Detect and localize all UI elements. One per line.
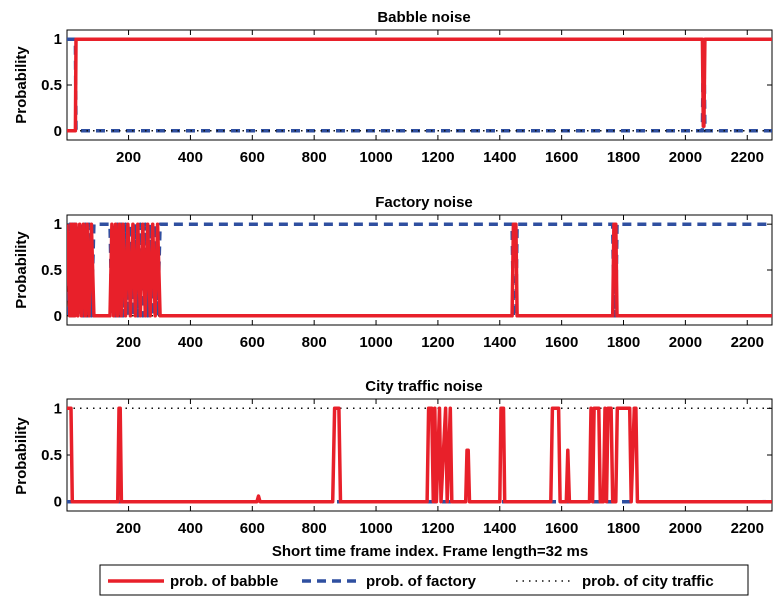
x-tick-label: 2200 — [731, 149, 764, 166]
city-traffic-noise-title: City traffic noise — [365, 378, 483, 395]
factory-noise-panel: Factory noise Probability 200 400 600 800 10… — [13, 194, 773, 351]
x-tick-label: 1000 — [359, 149, 392, 166]
legend-city-label: prob. of city traffic — [582, 573, 714, 590]
y-tick-label: 0 — [54, 308, 62, 325]
legend-babble-label: prob. of babble — [170, 573, 278, 590]
x-tick-label: 1800 — [607, 520, 640, 537]
y-tick-label: 0 — [54, 123, 62, 140]
y-tick-label: 0.5 — [41, 77, 62, 94]
x-tick-label: 200 — [116, 520, 141, 537]
plot-area — [66, 214, 773, 326]
plot-area — [66, 398, 773, 512]
x-tick-label: 2200 — [731, 520, 764, 537]
legend-factory-label: prob. of factory — [366, 573, 477, 590]
plot-area — [66, 29, 773, 141]
x-tick-label: 1200 — [421, 149, 454, 166]
babble-noise-panel: Babble noise Probability 200 400 600 800 100… — [13, 9, 773, 166]
x-tick-label: 400 — [178, 520, 203, 537]
x-tick-label: 600 — [240, 334, 265, 351]
x-tick-label: 2000 — [669, 520, 702, 537]
x-tick-label: 800 — [302, 149, 327, 166]
x-tick-label: 1000 — [359, 520, 392, 537]
x-tick-label: 1800 — [607, 334, 640, 351]
x-tick-label: 1600 — [545, 520, 578, 537]
x-tick-label: 800 — [302, 334, 327, 351]
series-line-babble — [67, 406, 772, 504]
x-tick-label: 1400 — [483, 334, 516, 351]
x-tick-label: 1000 — [359, 334, 392, 351]
babble-noise-ylabel: Probability — [13, 46, 30, 124]
y-tick-label: 0 — [54, 494, 62, 511]
x-tick-label: 2000 — [669, 334, 702, 351]
x-tick-label: 1800 — [607, 149, 640, 166]
y-tick-label: 1 — [54, 216, 62, 233]
y-tick-label: 1 — [54, 400, 62, 417]
x-tick-label: 1200 — [421, 520, 454, 537]
x-tick-label: 600 — [240, 520, 265, 537]
x-tick-label: 200 — [116, 149, 141, 166]
series-line-babble — [67, 222, 772, 318]
x-tick-label: 400 — [178, 149, 203, 166]
factory-noise-title: Factory noise — [375, 194, 473, 211]
city-traffic-noise-ylabel: Probability — [13, 417, 30, 495]
x-axis-label: Short time frame index. Frame length=32 … — [272, 543, 588, 560]
legend-box — [99, 564, 749, 596]
x-tick-label: 800 — [302, 520, 327, 537]
x-tick-label: 1400 — [483, 520, 516, 537]
babble-noise-title: Babble noise — [377, 9, 470, 26]
city-traffic-noise-panel: City traffic noise Probability 200 400 600… — [13, 378, 773, 537]
y-tick-label: 0.5 — [41, 262, 62, 279]
x-tick-label: 2200 — [731, 334, 764, 351]
factory-noise-ylabel: Probability — [13, 231, 30, 309]
x-tick-label: 1600 — [545, 149, 578, 166]
series-line-babble — [67, 37, 772, 133]
legend: prob. of babble prob. of factory prob. o… — [99, 564, 749, 596]
x-tick-label: 400 — [178, 334, 203, 351]
x-tick-label: 1600 — [545, 334, 578, 351]
x-tick-label: 200 — [116, 334, 141, 351]
x-tick-label: 600 — [240, 149, 265, 166]
x-tick-label: 1400 — [483, 149, 516, 166]
y-tick-label: 0.5 — [41, 447, 62, 464]
x-tick-label: 1200 — [421, 334, 454, 351]
x-tick-label: 2000 — [669, 149, 702, 166]
y-tick-label: 1 — [54, 31, 62, 48]
